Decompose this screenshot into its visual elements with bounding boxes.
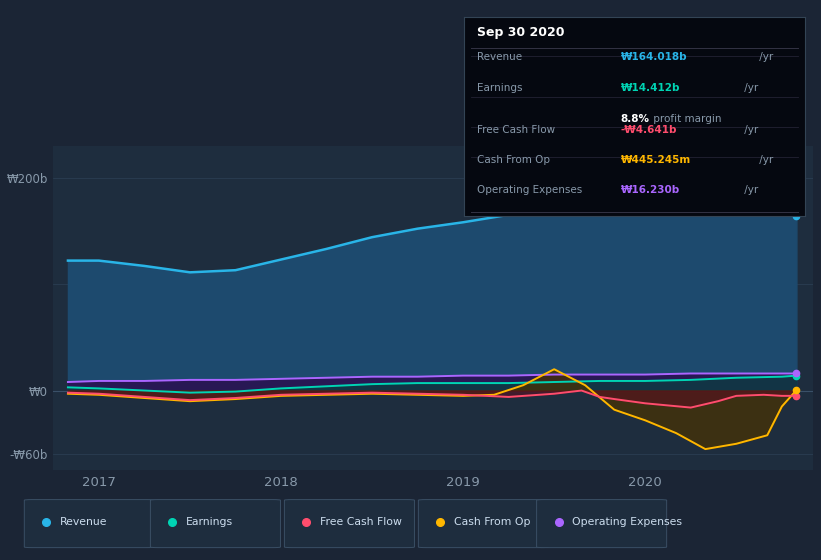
Text: Free Cash Flow: Free Cash Flow [478, 125, 556, 135]
Text: Sep 30 2020: Sep 30 2020 [478, 26, 565, 39]
Text: -₩4.641b: -₩4.641b [621, 125, 677, 135]
Text: Cash From Op: Cash From Op [454, 517, 530, 528]
Text: profit margin: profit margin [649, 114, 721, 124]
Text: /yr: /yr [741, 185, 758, 195]
FancyBboxPatch shape [25, 500, 154, 548]
Text: ₩14.412b: ₩14.412b [621, 83, 680, 94]
Text: ₩445.245m: ₩445.245m [621, 155, 690, 165]
Text: Earnings: Earnings [478, 83, 523, 94]
Text: Operating Expenses: Operating Expenses [478, 185, 583, 195]
Text: Cash From Op: Cash From Op [478, 155, 551, 165]
Text: /yr: /yr [741, 83, 758, 94]
Text: 8.8%: 8.8% [621, 114, 649, 124]
Text: Operating Expenses: Operating Expenses [572, 517, 682, 528]
FancyBboxPatch shape [284, 500, 415, 548]
FancyBboxPatch shape [150, 500, 281, 548]
Text: /yr: /yr [755, 155, 773, 165]
Text: Free Cash Flow: Free Cash Flow [320, 517, 401, 528]
Text: /yr: /yr [755, 52, 773, 62]
Text: Revenue: Revenue [478, 52, 523, 62]
Text: Earnings: Earnings [186, 517, 233, 528]
Text: ₩164.018b: ₩164.018b [621, 52, 687, 62]
FancyBboxPatch shape [419, 500, 548, 548]
FancyBboxPatch shape [537, 500, 667, 548]
Text: Revenue: Revenue [60, 517, 108, 528]
Text: ₩16.230b: ₩16.230b [621, 185, 680, 195]
Text: /yr: /yr [741, 125, 758, 135]
